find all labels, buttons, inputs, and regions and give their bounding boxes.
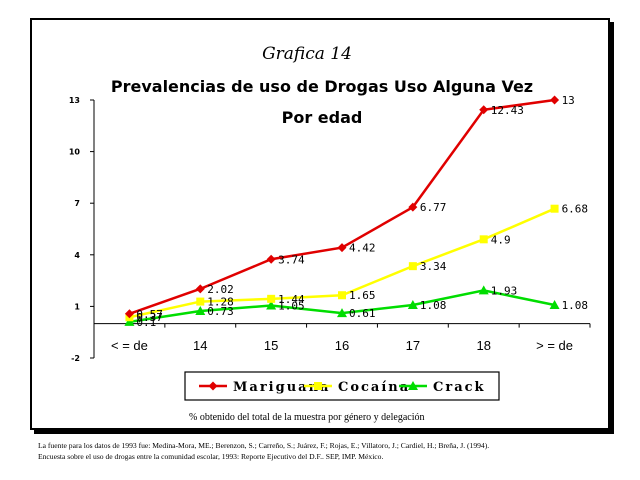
- data-point: [549, 300, 560, 310]
- data-point: [550, 204, 559, 213]
- legend-label: Cocaína: [338, 380, 410, 395]
- series-line: [129, 98, 555, 315]
- y-tick-label: 1: [74, 302, 80, 311]
- data-point: [124, 309, 134, 319]
- x-tick-label: 18: [476, 338, 490, 353]
- data-label: 6.68: [562, 203, 589, 216]
- chart: Grafica 14 Prevalencias de uso de Drogas…: [69, 44, 591, 423]
- data-label: 0.1: [136, 316, 156, 329]
- data-point: [479, 235, 488, 244]
- x-tick-label: > = de: [536, 338, 573, 353]
- legend-marker: [314, 382, 322, 390]
- data-point: [195, 306, 206, 316]
- legend-box: [184, 371, 500, 401]
- data-point: [196, 297, 205, 306]
- data-label: 4.9: [491, 233, 511, 246]
- data-label: 6.77: [420, 201, 447, 214]
- data-point: [338, 291, 346, 300]
- data-point: [408, 202, 418, 212]
- data-label: 1.08: [420, 299, 447, 312]
- series-cocaína: [125, 204, 559, 322]
- data-point: [407, 300, 418, 310]
- chart-title: Grafica 14: [262, 44, 352, 64]
- data-point: [478, 285, 489, 295]
- data-label: 4.42: [349, 242, 376, 255]
- chart-note: % obtenido del total de la muestra por g…: [189, 412, 424, 423]
- x-tick-label: 14: [193, 338, 207, 353]
- data-label: 3.34: [420, 260, 447, 273]
- data-label: 3.74: [278, 253, 305, 266]
- legend-label: Crack: [433, 380, 486, 395]
- chart-frame: Grafica 14 Prevalencias de uso de Drogas…: [30, 18, 610, 430]
- legend-label: Mariguana: [233, 380, 330, 395]
- data-label: 1.65: [349, 289, 376, 302]
- y-tick-label: 4: [74, 251, 80, 260]
- series-line: [129, 207, 556, 319]
- data-point: [195, 284, 205, 294]
- y-tick-label: 7: [74, 199, 80, 208]
- footnote-line: La fuente para los datos de 1993 fue: Me…: [38, 441, 490, 450]
- y-tick-label: -2: [71, 354, 80, 363]
- x-tick-label: 15: [264, 338, 278, 353]
- data-label: 13: [562, 94, 575, 107]
- chart-subtitle: Prevalencias de uso de Drogas Uso Alguna…: [111, 77, 533, 96]
- x-tick-label: < = de: [111, 338, 148, 353]
- data-label: 0.57: [136, 308, 163, 321]
- data-label: 2.02: [207, 283, 234, 296]
- source-footnote: La fuente para los datos de 1993 fue: Me…: [38, 440, 618, 462]
- data-label: 1.28: [207, 296, 234, 309]
- data-point: [408, 262, 417, 271]
- data-point: [266, 254, 276, 264]
- data-label: 0.37: [136, 311, 163, 324]
- chart-subtitle-2: Por edad: [282, 108, 363, 127]
- legend: Mariguana Cocaína Crack: [184, 371, 500, 401]
- data-point: [337, 243, 347, 253]
- data-label: 0.73: [207, 305, 234, 318]
- data-label: 12.43: [491, 104, 524, 117]
- x-tick-label: 17: [406, 338, 420, 353]
- data-point: [124, 316, 135, 326]
- data-label: 0.61: [349, 307, 376, 320]
- legend-marker: [208, 381, 218, 391]
- data-point: [267, 294, 276, 303]
- data-label: 1.08: [562, 299, 589, 312]
- y-tick-label: 10: [69, 148, 81, 157]
- data-point: [266, 300, 277, 310]
- y-tick-label: 13: [69, 96, 80, 105]
- data-label: 1.44: [278, 293, 305, 306]
- data-point: [337, 308, 347, 318]
- series-crack: [124, 285, 560, 326]
- series-mariguana: [124, 95, 560, 319]
- x-tick-label: 16: [335, 338, 349, 353]
- legend-marker: [408, 381, 418, 390]
- data-label: 1.93: [491, 284, 518, 297]
- data-point: [479, 105, 489, 115]
- footnote-line: Encuesta sobre el uso de drogas entre la…: [38, 452, 384, 461]
- data-point: [550, 95, 560, 105]
- data-label: 1.05: [278, 300, 305, 313]
